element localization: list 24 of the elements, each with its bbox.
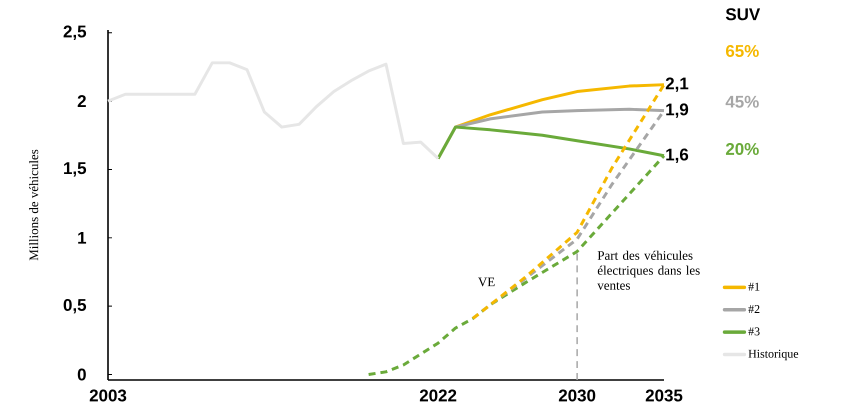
y-tick-label: 1: [78, 232, 86, 244]
y-tick-label: 1,5: [64, 162, 86, 177]
legend-label: #3: [748, 327, 760, 336]
text: 45%: [726, 96, 759, 108]
y-axis-title: Millions de véhicules: [29, 150, 38, 260]
text: 65%: [726, 44, 759, 57]
legend-label: #2: [748, 305, 760, 313]
legend-label: #1: [748, 282, 760, 291]
y-tick-label: 2,5: [64, 26, 86, 40]
annotation: VE: [478, 278, 495, 286]
text: 20%: [726, 143, 759, 155]
data-label: 1,9: [666, 103, 688, 118]
x-tick-label: 2022: [420, 389, 456, 402]
y-tick-label: 0: [78, 368, 86, 381]
y-tick-label: 0,5: [64, 298, 86, 314]
y-tick-label: 2: [78, 95, 86, 108]
x-tick-label: 2003: [90, 389, 126, 402]
x-tick-label: 2030: [558, 389, 596, 402]
data-label: 2,1: [666, 77, 688, 92]
text: SUV: [726, 8, 760, 20]
ref-line-label: Part des véhicules électriques dans les ventes: [597, 250, 700, 290]
data-label: 1,6: [666, 148, 688, 164]
legend-label: Historique: [748, 350, 798, 360]
x-tick-label: 2035: [646, 389, 682, 402]
